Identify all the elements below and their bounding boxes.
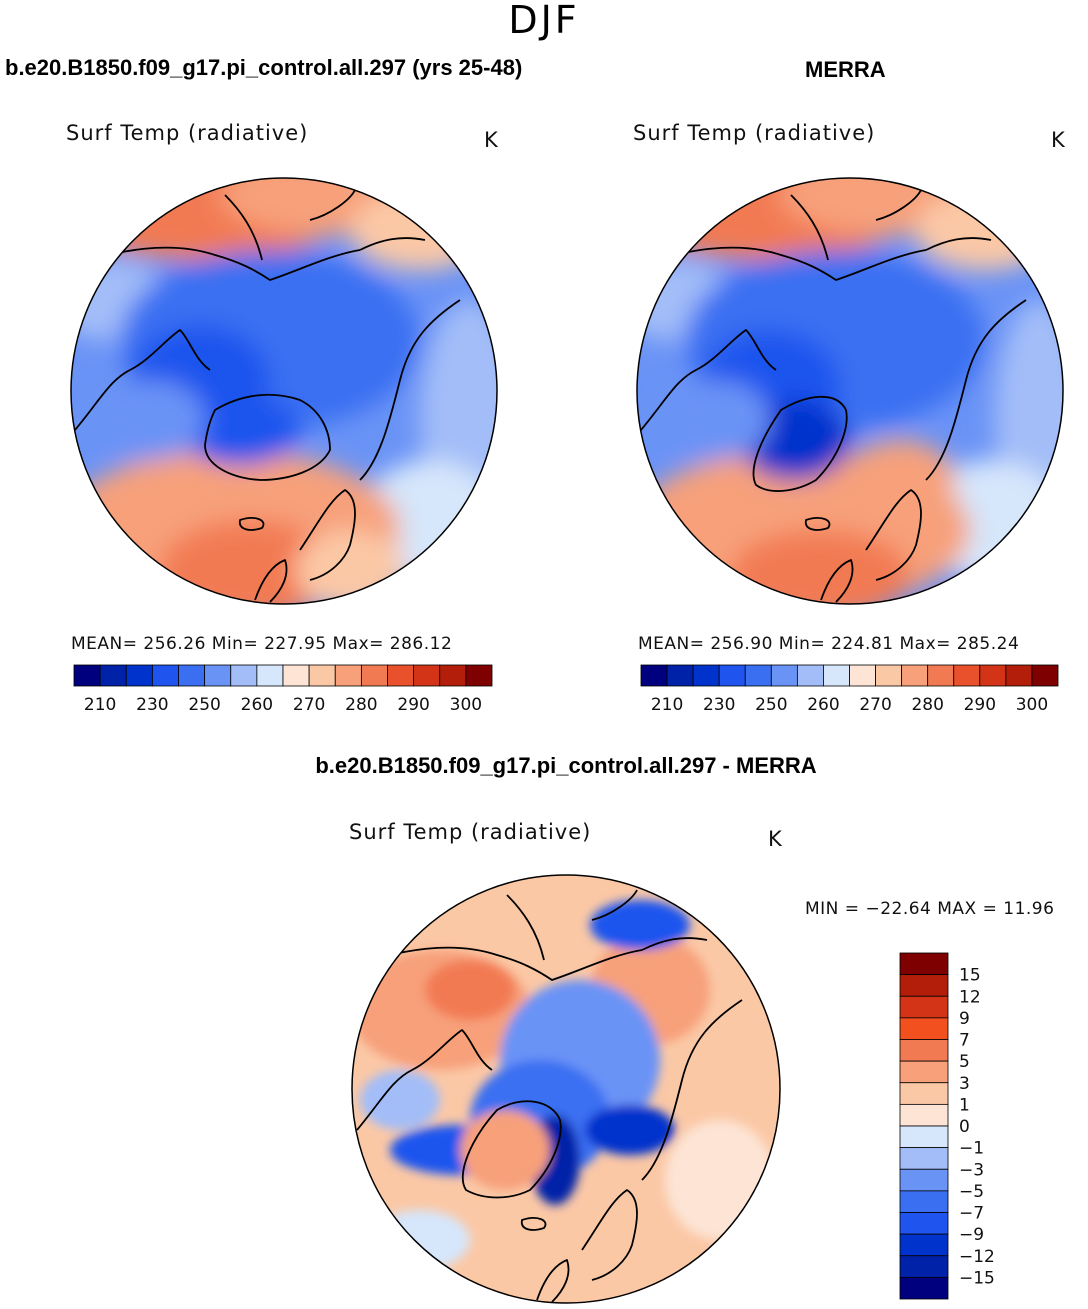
colorbar-swatch bbox=[899, 1147, 949, 1170]
left-stats-text: MEAN= 256.26 Min= 227.95 Max= 286.12 bbox=[71, 634, 453, 654]
colorbar-swatch bbox=[899, 1255, 949, 1278]
right-map bbox=[636, 177, 1064, 605]
colorbar-swatch bbox=[413, 664, 441, 687]
colorbar-swatch bbox=[256, 664, 284, 687]
colorbar-tick-label: −5 bbox=[959, 1182, 984, 1202]
colorbar-swatch bbox=[899, 974, 949, 997]
colorbar-swatch bbox=[744, 664, 772, 687]
colorbar-tick-label: 290 bbox=[397, 695, 429, 715]
colorbar-tick-label: 1 bbox=[959, 1095, 970, 1115]
colorbar-swatch bbox=[1005, 664, 1033, 687]
colorbar-swatch bbox=[899, 1060, 949, 1084]
colorbar-swatch bbox=[823, 664, 850, 687]
colorbar-tick-label: −1 bbox=[959, 1139, 984, 1159]
colorbar-swatch bbox=[151, 664, 179, 687]
colorbar-tick-label: 7 bbox=[959, 1031, 970, 1051]
colorbar-tick-label: 210 bbox=[84, 695, 116, 715]
colorbar-swatch bbox=[899, 995, 949, 1019]
colorbar-swatch bbox=[387, 664, 415, 687]
colorbar-swatch bbox=[465, 664, 493, 687]
colorbar-swatch bbox=[204, 664, 232, 687]
colorbar-swatch bbox=[927, 664, 955, 687]
colorbar-swatch bbox=[282, 664, 310, 687]
colorbar-swatch bbox=[899, 1233, 949, 1257]
colorbar-swatch bbox=[899, 1017, 949, 1040]
colorbar-tick-label: −7 bbox=[959, 1204, 984, 1224]
right-units-label: K bbox=[1051, 128, 1066, 152]
left-colorbar: 210 230 250 260 270 280 290 300 bbox=[73, 664, 493, 715]
season-title: DJF bbox=[508, 0, 580, 42]
colorbar-swatch bbox=[99, 664, 127, 687]
colorbar-tick-label: 300 bbox=[1016, 695, 1048, 715]
colorbar-tick-label: 15 bbox=[959, 966, 981, 986]
diff-units-label: K bbox=[768, 827, 783, 851]
colorbar-swatch bbox=[692, 664, 720, 687]
right-variable-label: Surf Temp (radiative) bbox=[633, 121, 876, 145]
difference-panel-title: b.e20.B1850.f09_g17.pi_control.all.297 -… bbox=[315, 753, 817, 778]
colorbar-swatch bbox=[1031, 664, 1059, 687]
colorbar-tick-label: 12 bbox=[959, 987, 981, 1007]
colorbar-swatch bbox=[899, 1039, 949, 1062]
colorbar-swatch bbox=[849, 664, 876, 687]
colorbar-tick-label: 250 bbox=[188, 695, 220, 715]
colorbar-tick-label: 3 bbox=[959, 1074, 970, 1094]
colorbar-tick-label: −12 bbox=[959, 1247, 995, 1267]
colorbar-swatch bbox=[901, 664, 929, 687]
colorbar-swatch bbox=[899, 1082, 949, 1105]
colorbar-tick-label: 300 bbox=[450, 695, 482, 715]
colorbar-swatch bbox=[640, 664, 668, 687]
left-map bbox=[70, 177, 498, 605]
colorbar-swatch bbox=[899, 1103, 949, 1127]
colorbar-swatch bbox=[953, 664, 981, 687]
colorbar-tick-label: 290 bbox=[964, 695, 996, 715]
colorbar-swatch bbox=[796, 664, 824, 687]
colorbar-swatch bbox=[334, 664, 362, 687]
colorbar-tick-label: 230 bbox=[703, 695, 735, 715]
colorbar-tick-label: 270 bbox=[859, 695, 891, 715]
colorbar-swatch bbox=[899, 1125, 949, 1149]
left-units-label: K bbox=[484, 128, 499, 152]
colorbar-tick-label: −3 bbox=[959, 1160, 984, 1180]
colorbar-swatch bbox=[899, 1276, 949, 1300]
diff-variable-label: Surf Temp (radiative) bbox=[349, 820, 592, 844]
colorbar-swatch bbox=[666, 664, 694, 687]
colorbar-swatch bbox=[899, 1190, 949, 1213]
colorbar-swatch bbox=[875, 664, 903, 687]
right-stats-text: MEAN= 256.90 Min= 224.81 Max= 285.24 bbox=[638, 634, 1020, 654]
colorbar-tick-label: 5 bbox=[959, 1052, 970, 1072]
colorbar-swatch bbox=[899, 1212, 949, 1235]
colorbar-swatch bbox=[770, 664, 798, 687]
left-variable-label: Surf Temp (radiative) bbox=[66, 121, 309, 145]
colorbar-swatch bbox=[979, 664, 1007, 687]
colorbar-swatch bbox=[899, 952, 949, 976]
colorbar-tick-label: 260 bbox=[241, 695, 273, 715]
right-panel-title: MERRA bbox=[805, 57, 886, 82]
colorbar-swatch bbox=[73, 664, 101, 687]
left-panel-title: b.e20.B1850.f09_g17.pi_control.all.297 (… bbox=[5, 55, 523, 80]
colorbar-tick-label: 230 bbox=[136, 695, 168, 715]
colorbar-tick-label: 270 bbox=[293, 695, 325, 715]
difference-map bbox=[351, 874, 781, 1304]
colorbar-tick-label: −15 bbox=[959, 1268, 995, 1288]
colorbar-tick-label: 250 bbox=[755, 695, 787, 715]
colorbar-swatch bbox=[230, 664, 258, 687]
colorbar-swatch bbox=[439, 664, 467, 687]
colorbar-tick-label: 280 bbox=[345, 695, 377, 715]
colorbar-tick-label: 260 bbox=[807, 695, 839, 715]
colorbar-tick-label: 280 bbox=[911, 695, 943, 715]
diff-stats-text: MIN = −22.64 MAX = 11.96 bbox=[805, 899, 1055, 919]
colorbar-tick-label: 0 bbox=[959, 1117, 970, 1137]
colorbar-tick-label: 9 bbox=[959, 1009, 970, 1029]
right-colorbar: 210 230 250 260 270 280 290 300 bbox=[640, 664, 1059, 715]
colorbar-swatch bbox=[360, 664, 388, 687]
colorbar-swatch bbox=[308, 664, 336, 687]
colorbar-swatch bbox=[125, 664, 153, 687]
colorbar-swatch bbox=[718, 664, 746, 687]
colorbar-swatch bbox=[899, 1168, 949, 1192]
colorbar-swatch bbox=[178, 664, 206, 687]
colorbar-tick-label: −9 bbox=[959, 1225, 984, 1245]
colorbar-tick-label: 210 bbox=[651, 695, 683, 715]
